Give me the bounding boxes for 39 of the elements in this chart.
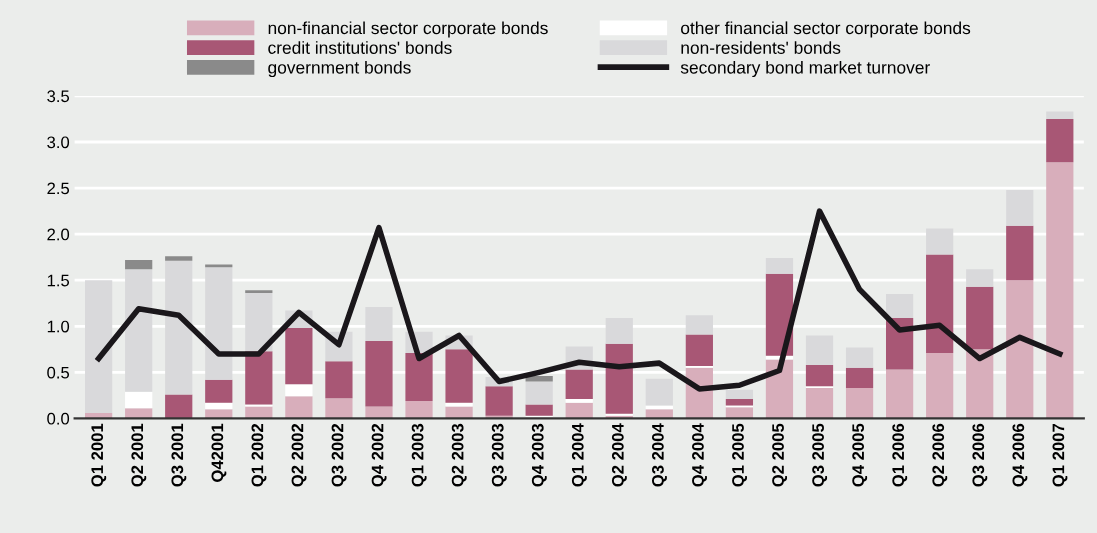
- x-tick-label: Q2 2005: [772, 423, 788, 487]
- x-tick-label: Q2 2004: [611, 423, 627, 487]
- x-tick-label: Q2 2001: [131, 423, 147, 487]
- y-tick-label: 0.5: [47, 366, 70, 379]
- x-tick-label: Q4 2003: [531, 423, 547, 487]
- y-tick-label: 1.5: [47, 274, 70, 287]
- x-tick-label: Q42001: [211, 423, 227, 482]
- x-tick-label: Q2 2006: [932, 423, 948, 487]
- x-tick-label: Q3 2003: [491, 423, 507, 487]
- x-tick-label: Q3 2006: [972, 423, 988, 487]
- x-tick-label: Q4 2005: [852, 423, 868, 487]
- x-tick-label: Q1 2004: [571, 423, 587, 487]
- y-tick-label: 3.5: [47, 90, 70, 103]
- legend-label: secondary bond market turnover: [680, 60, 930, 78]
- legend-label: non-financial sector corporate bonds: [268, 21, 548, 38]
- y-tick-label: 3.0: [47, 136, 70, 149]
- x-tick-label: Q3 2004: [651, 423, 667, 487]
- x-tick-label: Q1 2003: [411, 423, 427, 487]
- x-tick-label: Q4 2002: [371, 423, 387, 487]
- x-tick-label: Q1 2002: [251, 423, 267, 487]
- legend-label: government bonds: [268, 60, 411, 78]
- x-tick-label: Q1 2006: [892, 423, 908, 487]
- x-tick-label: Q3 2002: [331, 423, 347, 487]
- y-tick-label: 0.0: [47, 412, 70, 425]
- x-tick-label: Q3 2005: [812, 423, 828, 487]
- x-tick-label: Q4 2004: [692, 423, 707, 487]
- x-tick-label: Q1 2001: [91, 423, 107, 487]
- x-tick-label: Q2 2002: [291, 423, 307, 487]
- y-tick-label: 1.0: [47, 320, 70, 333]
- x-tick-label: Q4 2006: [1012, 423, 1028, 487]
- y-tick-label: 2.5: [47, 182, 70, 195]
- y-tick-label: 2.0: [47, 228, 70, 241]
- legend-label: non-residents' bonds: [681, 41, 841, 54]
- x-tick-label: Q3 2001: [171, 423, 187, 487]
- x-tick-label: Q1 2005: [732, 423, 747, 487]
- x-tick-label: Q1 2007: [1052, 423, 1068, 487]
- x-tick-label: Q2 2003: [451, 423, 467, 487]
- legend-label: credit institutions' bonds: [268, 41, 452, 54]
- legend-label: other financial sector corporate bonds: [681, 21, 971, 38]
